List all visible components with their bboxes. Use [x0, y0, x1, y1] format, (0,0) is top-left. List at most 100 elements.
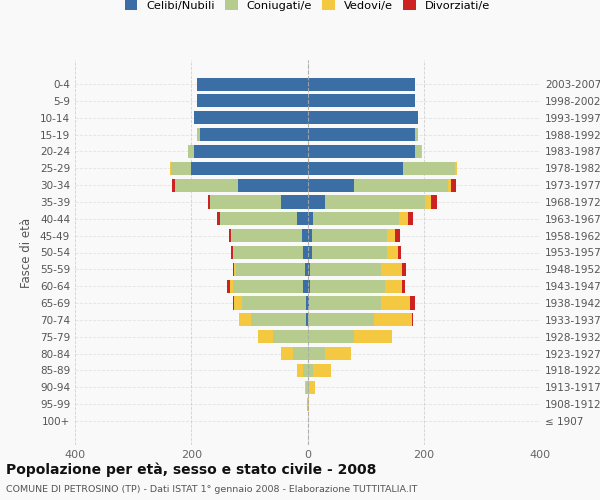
Bar: [308, 263, 310, 276]
Bar: [308, 212, 313, 226]
Bar: [421, 145, 422, 158]
Bar: [403, 162, 455, 175]
Bar: [232, 229, 302, 242]
Bar: [233, 296, 242, 310]
Bar: [194, 111, 308, 124]
Bar: [312, 229, 386, 242]
Bar: [325, 347, 351, 360]
Bar: [415, 128, 418, 141]
Bar: [229, 229, 231, 242]
Bar: [197, 78, 308, 90]
Bar: [410, 296, 415, 310]
Bar: [398, 246, 401, 259]
Bar: [354, 178, 448, 192]
Bar: [200, 128, 308, 141]
Bar: [234, 263, 236, 276]
Bar: [171, 162, 191, 175]
Bar: [305, 263, 308, 276]
Bar: [308, 128, 415, 141]
Text: COMUNE DI PETROSINO (TP) - Dati ISTAT 1° gennaio 2008 - Elaborazione TUTTITALIA.: COMUNE DI PETROSINO (TP) - Dati ISTAT 1°…: [6, 485, 418, 494]
Bar: [258, 330, 272, 344]
Bar: [308, 111, 418, 124]
Bar: [425, 196, 431, 208]
Bar: [238, 178, 308, 192]
Bar: [231, 229, 232, 242]
Bar: [313, 364, 331, 377]
Bar: [354, 330, 392, 344]
Bar: [227, 280, 230, 293]
Bar: [197, 128, 200, 141]
Bar: [233, 246, 234, 259]
Bar: [208, 196, 210, 208]
Bar: [308, 145, 415, 158]
Bar: [307, 314, 308, 326]
Bar: [272, 330, 308, 344]
Bar: [382, 296, 410, 310]
Bar: [382, 263, 401, 276]
Bar: [220, 212, 297, 226]
Bar: [251, 314, 307, 326]
Bar: [408, 212, 413, 226]
Bar: [281, 196, 308, 208]
Bar: [308, 296, 382, 310]
Bar: [308, 398, 309, 410]
Bar: [234, 246, 303, 259]
Bar: [230, 280, 233, 293]
Bar: [308, 364, 313, 377]
Bar: [293, 347, 308, 360]
Bar: [175, 178, 238, 192]
Bar: [400, 212, 408, 226]
Bar: [374, 314, 412, 326]
Bar: [308, 229, 312, 242]
Bar: [172, 178, 175, 192]
Bar: [415, 145, 421, 158]
Bar: [386, 246, 398, 259]
Bar: [170, 162, 171, 175]
Bar: [242, 296, 307, 310]
Bar: [306, 380, 308, 394]
Bar: [313, 212, 400, 226]
Bar: [402, 280, 405, 293]
Bar: [233, 280, 303, 293]
Text: Popolazione per età, sesso e stato civile - 2008: Popolazione per età, sesso e stato civil…: [6, 462, 376, 477]
Bar: [308, 347, 325, 360]
Bar: [308, 178, 354, 192]
Bar: [451, 178, 456, 192]
Bar: [303, 246, 308, 259]
Bar: [448, 178, 451, 192]
Bar: [307, 296, 308, 310]
Bar: [401, 263, 406, 276]
Bar: [188, 145, 194, 158]
Legend: Celibi/Nubili, Coniugati/e, Vedovi/e, Divorziati/e: Celibi/Nubili, Coniugati/e, Vedovi/e, Di…: [125, 0, 490, 11]
Bar: [308, 78, 415, 90]
Bar: [310, 263, 382, 276]
Bar: [308, 246, 312, 259]
Y-axis label: Fasce di età: Fasce di età: [20, 218, 33, 288]
Bar: [191, 162, 308, 175]
Bar: [239, 314, 251, 326]
Bar: [308, 314, 374, 326]
Bar: [233, 263, 234, 276]
Bar: [395, 229, 400, 242]
Bar: [386, 229, 395, 242]
Bar: [232, 246, 233, 259]
Bar: [309, 380, 315, 394]
Bar: [308, 380, 309, 394]
Bar: [412, 314, 413, 326]
Bar: [308, 196, 325, 208]
Bar: [211, 196, 281, 208]
Bar: [308, 94, 415, 108]
Bar: [297, 364, 303, 377]
Bar: [302, 229, 308, 242]
Bar: [303, 280, 308, 293]
Bar: [312, 246, 386, 259]
Bar: [236, 263, 305, 276]
Bar: [194, 145, 308, 158]
Bar: [310, 280, 385, 293]
Bar: [308, 162, 403, 175]
Bar: [455, 162, 457, 175]
Bar: [217, 212, 220, 226]
Bar: [197, 94, 308, 108]
Bar: [297, 212, 308, 226]
Bar: [305, 380, 306, 394]
